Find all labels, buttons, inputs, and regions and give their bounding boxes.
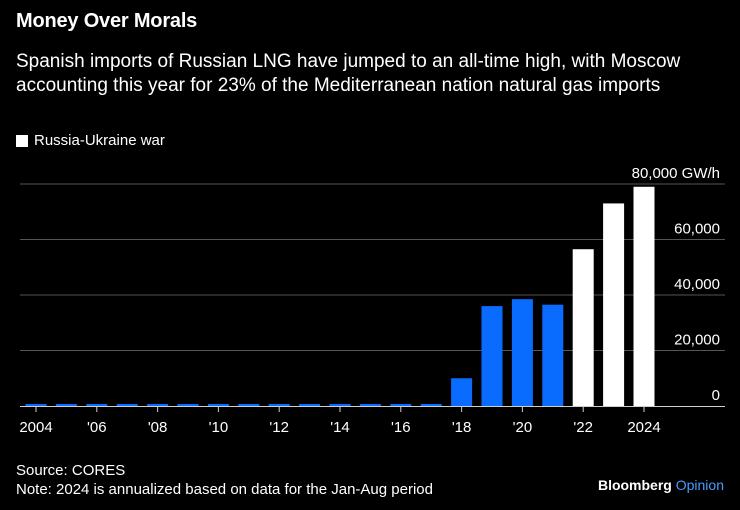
x-tick-label: '06 — [87, 419, 107, 436]
y-tick-label: 0 — [712, 387, 720, 404]
bar-2019 — [481, 306, 503, 406]
source-note: Source: CORES — [16, 462, 126, 479]
chart-title: Money Over Morals — [16, 10, 198, 32]
bar-2024 — [633, 186, 655, 406]
y-tick-label: 40,000 — [674, 276, 720, 293]
x-tick-label: '08 — [148, 419, 168, 436]
bar-2022 — [572, 249, 594, 406]
bar-2004 — [25, 404, 47, 406]
bar-2009 — [177, 404, 199, 406]
bar-2016 — [390, 404, 412, 406]
chart-subtitle: Spanish imports of Russian LNG have jump… — [16, 51, 681, 96]
y-tick-label: 20,000 — [674, 332, 720, 349]
x-tick-label: '10 — [209, 419, 229, 436]
legend-label: Russia-Ukraine war — [34, 132, 165, 149]
bar-2007 — [116, 404, 138, 406]
x-tick-label: '12 — [269, 419, 289, 436]
y-tick-label: 80,000 GW/h — [632, 165, 720, 182]
bar-2017 — [420, 404, 442, 406]
bar-2020 — [511, 299, 533, 406]
bar-2013 — [299, 404, 321, 406]
x-tick-label: '18 — [452, 419, 472, 436]
brand-suffix: Opinion — [675, 477, 724, 493]
bar-2021 — [542, 304, 564, 406]
x-tick-label: '16 — [391, 419, 411, 436]
brand-name: Bloomberg — [597, 477, 672, 493]
bar-2011 — [238, 404, 260, 406]
x-tick-label: 2004 — [19, 419, 52, 436]
bar-2014 — [329, 404, 351, 406]
y-tick-label: 60,000 — [674, 221, 720, 238]
bar-2018 — [451, 378, 473, 406]
bar-2006 — [86, 404, 108, 406]
legend: Russia-Ukraine war — [16, 132, 165, 149]
bloomberg-opinion-logo: Bloomberg Opinion — [598, 477, 724, 493]
bar-2008 — [147, 404, 169, 406]
footnote: Note: 2024 is annualized based on data f… — [16, 481, 433, 498]
x-tick-label: '20 — [513, 419, 533, 436]
x-tick-label: '14 — [330, 419, 350, 436]
legend-swatch — [16, 134, 28, 147]
bar-2015 — [359, 404, 381, 406]
bar-2010 — [207, 404, 229, 406]
bar-2012 — [268, 404, 290, 406]
x-tick-label: '22 — [573, 419, 593, 436]
bar-2023 — [603, 203, 625, 406]
bar-2005 — [55, 404, 77, 406]
x-tick-label: 2024 — [627, 419, 660, 436]
